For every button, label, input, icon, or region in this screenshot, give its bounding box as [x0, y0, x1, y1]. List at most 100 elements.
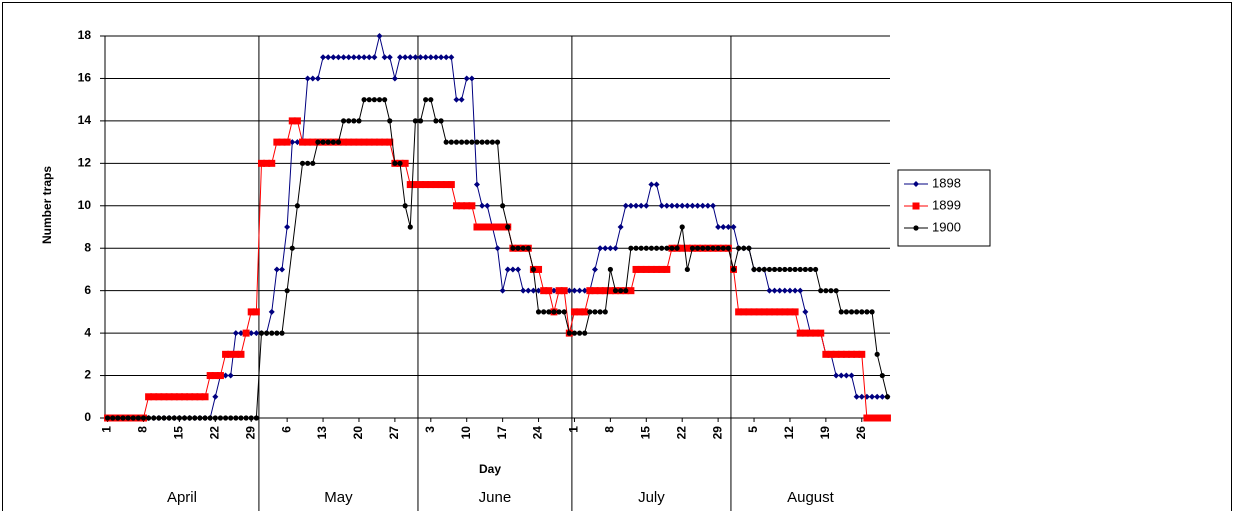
point [279, 266, 286, 273]
point [637, 265, 645, 273]
legend-marker [912, 202, 920, 210]
point [309, 75, 316, 82]
point [756, 266, 762, 273]
point [715, 224, 722, 230]
point [458, 96, 465, 103]
point [761, 266, 767, 273]
point [802, 266, 808, 273]
point [381, 138, 389, 146]
point [423, 97, 429, 103]
point [402, 54, 409, 61]
point [530, 266, 537, 273]
point [279, 330, 285, 336]
point [863, 414, 871, 422]
point [838, 309, 844, 315]
point [725, 245, 731, 251]
point [376, 33, 383, 39]
point [679, 224, 685, 230]
point [520, 245, 526, 251]
point [335, 139, 342, 145]
point [397, 160, 403, 166]
point [750, 308, 758, 316]
legend-marker [913, 225, 919, 231]
point [407, 224, 413, 230]
point [796, 329, 804, 337]
point [843, 372, 850, 379]
y-tick-label: 0 [84, 410, 91, 424]
point [232, 350, 240, 358]
point [253, 330, 260, 337]
point [684, 266, 690, 273]
point [720, 224, 727, 230]
point [104, 415, 111, 421]
point [448, 139, 454, 145]
point [438, 54, 445, 61]
point [310, 160, 316, 166]
point [570, 308, 578, 316]
x-tick-label: 20 [351, 426, 365, 440]
point [212, 415, 218, 421]
point [257, 159, 265, 167]
point [694, 202, 701, 209]
point [505, 224, 511, 230]
point [458, 202, 466, 210]
point [258, 330, 265, 336]
point [766, 287, 773, 294]
point [556, 309, 562, 315]
x-tick-label: 19 [818, 426, 832, 440]
point [648, 181, 655, 188]
point [284, 288, 290, 294]
point [186, 393, 194, 401]
point [606, 287, 614, 295]
point [274, 330, 280, 336]
x-tick-label: 10 [459, 426, 473, 440]
y-tick-label: 12 [78, 156, 92, 170]
point [216, 372, 224, 380]
point [417, 181, 425, 189]
point [704, 202, 711, 209]
y-tick-label: 16 [78, 71, 92, 85]
point [488, 223, 496, 231]
point [175, 393, 183, 401]
point [858, 393, 865, 400]
point [647, 265, 655, 273]
point [232, 330, 239, 337]
point [356, 118, 362, 124]
point [340, 118, 347, 124]
x-tick-label: 6 [279, 426, 293, 433]
point [289, 139, 296, 146]
x-tick-label: 13 [315, 426, 329, 440]
point [227, 372, 234, 379]
point [478, 223, 486, 231]
point [710, 245, 716, 251]
y-tick-label: 18 [78, 28, 92, 42]
point [110, 415, 116, 421]
point [699, 202, 706, 209]
point [777, 266, 783, 273]
point [781, 308, 789, 316]
point [736, 245, 742, 251]
point [878, 414, 886, 422]
point [156, 415, 162, 421]
point [797, 266, 803, 273]
point [837, 350, 845, 358]
point [741, 245, 747, 251]
point [771, 308, 779, 316]
point [550, 287, 557, 294]
point [545, 287, 553, 295]
point [145, 393, 153, 401]
x-tick-label: 1 [100, 426, 114, 433]
point [371, 54, 378, 61]
point [873, 414, 881, 422]
point [222, 350, 230, 358]
point [320, 139, 326, 145]
point [612, 288, 619, 294]
point [170, 393, 178, 401]
point [494, 223, 501, 231]
point [171, 415, 177, 421]
point [884, 394, 891, 400]
point [355, 138, 363, 146]
point [500, 203, 506, 209]
point [525, 245, 531, 251]
